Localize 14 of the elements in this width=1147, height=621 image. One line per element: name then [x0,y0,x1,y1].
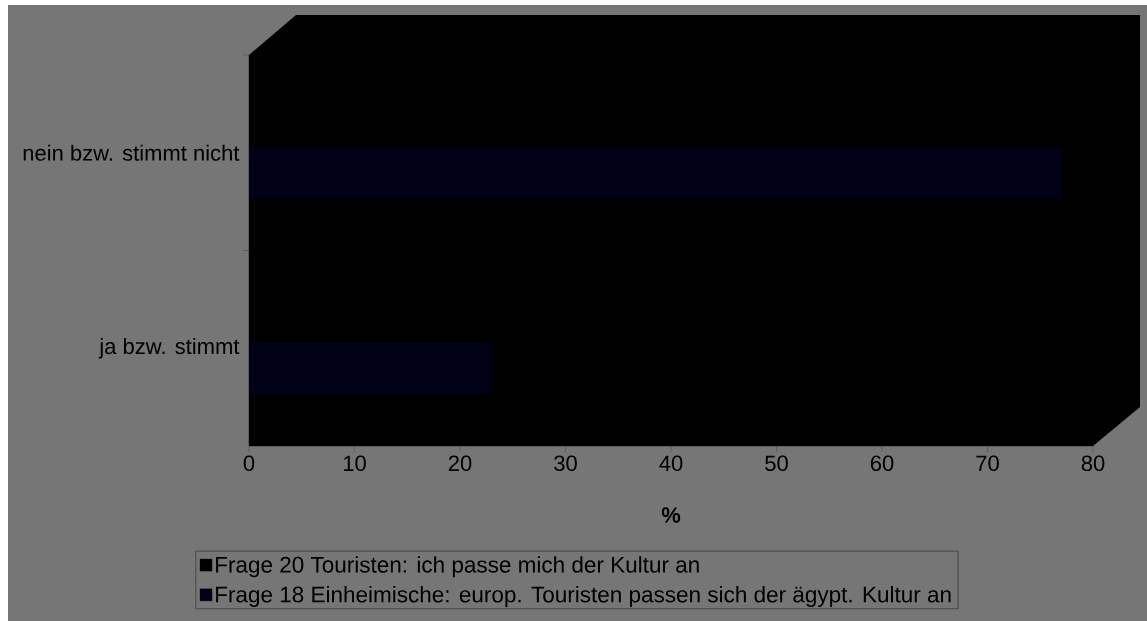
x-tick-label: 60 [870,455,894,472]
x-axis-title: % [661,507,681,523]
x-tick-label: 0 [243,455,255,472]
x-tick-label: 20 [448,455,472,472]
x-tick-label: 30 [554,455,577,472]
y-tick-label: ja bzw. stimmt [98,338,240,359]
x-tick-label: 80 [1081,455,1105,472]
x-tick-label: 10 [343,455,366,472]
legend-label: Frage 20 Touristen: ich passe mich der Kultur an [216,556,699,578]
x-tick-label: 70 [976,455,999,472]
x-tick-label: 50 [765,455,788,472]
legend-label: Frage 18 Einheimische: europ. Touristen passen sich der ägypt. Kultur an [216,585,951,607]
y-tick-label: nein bzw. stimmt nicht [23,144,240,161]
x-tick-label: 40 [659,455,683,472]
